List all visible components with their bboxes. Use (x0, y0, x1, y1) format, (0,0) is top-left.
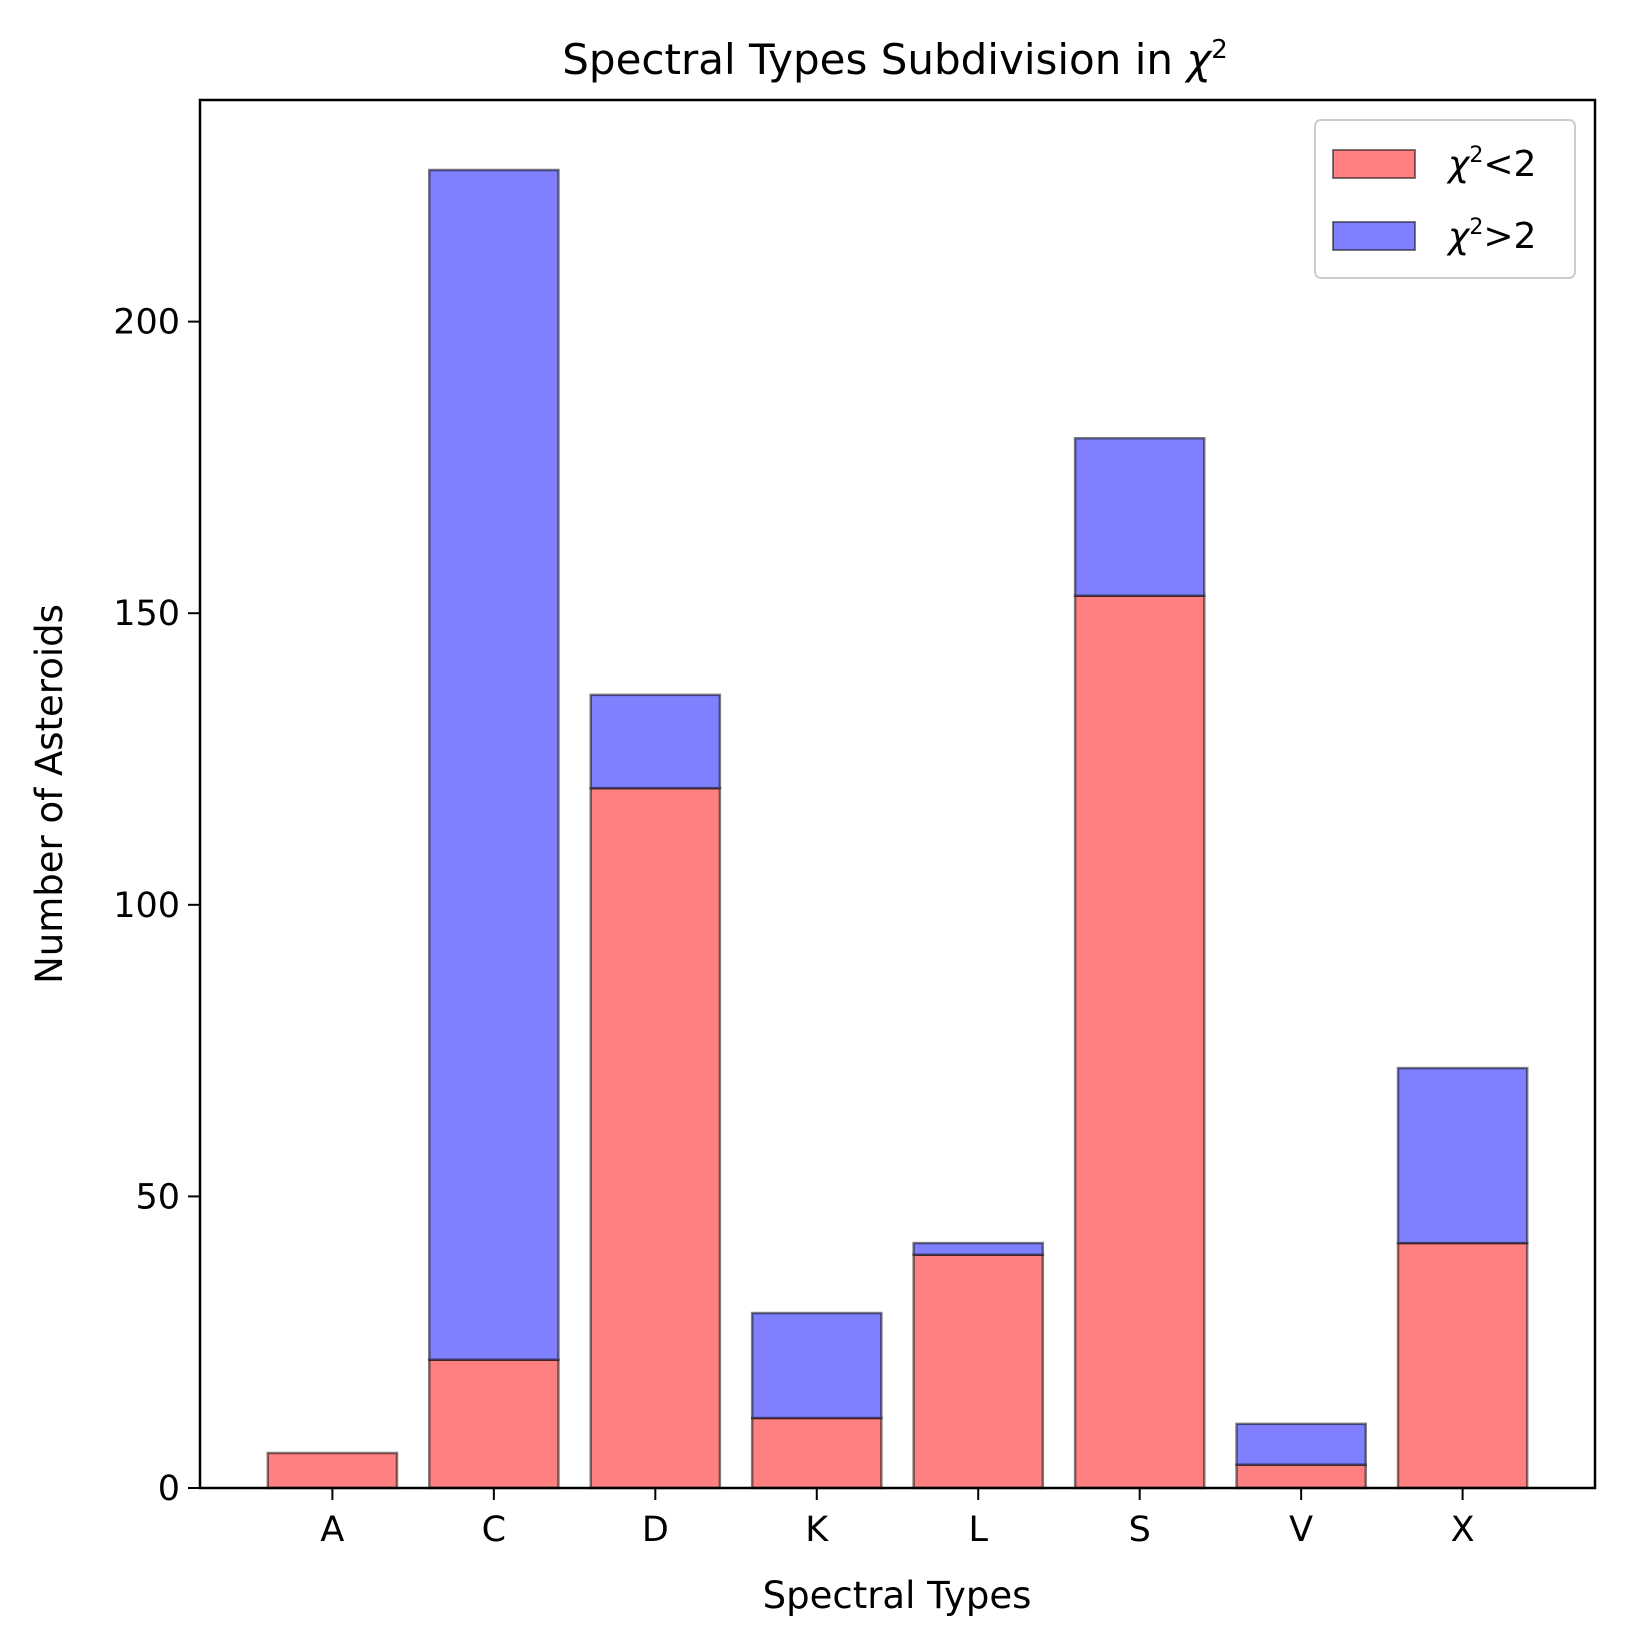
legend-label-chi-greater-2: χ2>2 (1446, 215, 1536, 257)
bar-c-chi-less-2 (428, 1358, 560, 1490)
x-tick-label-v: V (1289, 1510, 1313, 1550)
bar-d-chi-less-2 (589, 786, 722, 1490)
bar-d-chi-greater-2 (589, 693, 722, 790)
bars-group (266, 168, 1529, 1490)
bar-l-chi-less-2 (912, 1253, 1045, 1490)
x-tick-label-c: C (482, 1510, 506, 1550)
bar-v-chi-less-2 (1235, 1463, 1367, 1490)
plot-frame (198, 98, 1597, 1490)
x-tick-label-x: X (1451, 1510, 1475, 1550)
bar-s-chi-greater-2 (1073, 437, 1206, 597)
y-tick-label: 0 (158, 1469, 180, 1509)
legend-swatch-chi-less-2 (1332, 149, 1416, 179)
x-tick-label-k: K (805, 1510, 829, 1550)
x-tick-label-a: A (320, 1510, 344, 1550)
y-axis-label: Number of Asteroids (28, 604, 71, 984)
y-tick-label: 50 (135, 1177, 180, 1217)
legend: χ2<2 χ2>2 (1314, 119, 1576, 279)
bar-k-chi-greater-2 (750, 1311, 883, 1420)
chart-title: Spectral Types Subdivision in χ2 (562, 35, 1228, 84)
y-tick-label: 200 (113, 303, 180, 343)
legend-label-chi-less-2: χ2<2 (1446, 143, 1536, 185)
y-tick-label: 100 (113, 886, 180, 926)
bar-x-chi-less-2 (1396, 1241, 1529, 1490)
y-axis-ticks: 0 50 100 150 200 (113, 303, 200, 1509)
x-tick-label-d: D (642, 1510, 669, 1550)
x-tick-label-l: L (968, 1510, 988, 1550)
bar-c-chi-greater-2 (428, 168, 560, 1361)
legend-entry-chi-less-2: χ2<2 (1332, 143, 1536, 185)
legend-swatch-chi-greater-2 (1332, 221, 1416, 251)
bar-s-chi-less-2 (1073, 594, 1206, 1490)
bar-x-chi-greater-2 (1396, 1066, 1529, 1245)
bar-l-chi-greater-2 (912, 1241, 1045, 1256)
legend-entry-chi-greater-2: χ2>2 (1332, 215, 1536, 257)
bar-v-chi-greater-2 (1235, 1422, 1367, 1466)
bar-k-chi-less-2 (750, 1416, 883, 1490)
bar-a-chi-less-2 (266, 1451, 399, 1490)
x-axis-label: Spectral Types (763, 1574, 1032, 1617)
x-tick-label-s: S (1129, 1510, 1151, 1550)
y-tick-label: 150 (113, 594, 180, 634)
